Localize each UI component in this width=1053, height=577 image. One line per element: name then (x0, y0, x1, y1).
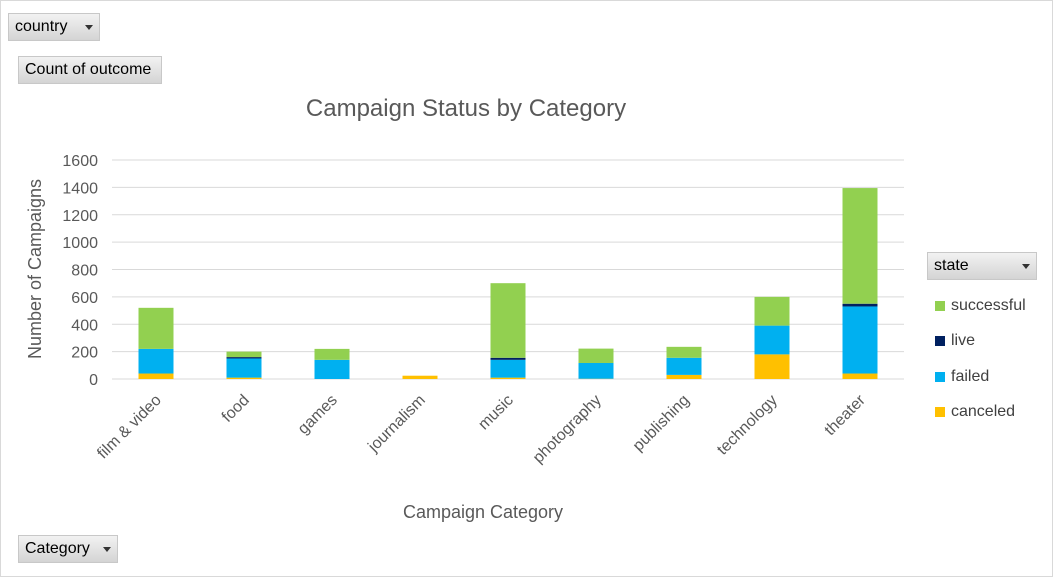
legend-label: failed (951, 367, 990, 385)
x-axis-ticks: film & video food games journalism music phot… (94, 391, 869, 466)
chart-title: Campaign Status by Category (306, 95, 626, 122)
bars (138, 188, 878, 379)
bar-segment-successful (226, 351, 262, 358)
legend-item-live: live (935, 324, 1026, 360)
y-tick-label: 1200 (62, 208, 98, 225)
legend-label: successful (951, 296, 1026, 314)
dropdown-arrow-icon (85, 24, 93, 30)
x-tick-label: technology (714, 392, 781, 459)
legend-swatch (935, 300, 945, 311)
legend-item-successful: successful (935, 288, 1026, 324)
bar-segment-canceled (754, 354, 790, 379)
bar-segment-live (842, 303, 878, 307)
state-filter-button[interactable]: state (927, 252, 1037, 280)
y-tick-label: 1600 (62, 153, 98, 170)
y-axis-label: Number of Campaigns (25, 179, 45, 359)
bar-segment-failed (226, 358, 262, 378)
x-tick-label: publishing (630, 392, 693, 455)
bar-segment-failed (666, 357, 702, 375)
legend-label: canceled (951, 403, 1016, 421)
country-filter-label: country (15, 18, 68, 35)
bar-segment-live (490, 357, 526, 360)
legend-swatch (935, 407, 945, 418)
x-tick-label: film & video (94, 392, 165, 463)
dropdown-arrow-icon (103, 546, 111, 552)
bar-segment-failed (138, 348, 174, 374)
y-tick-label: 0 (89, 372, 98, 389)
y-tick-label: 800 (71, 263, 98, 280)
legend-item-canceled: canceled (935, 395, 1026, 431)
bar-segment-canceled (226, 377, 262, 379)
x-tick-label: theater (822, 391, 870, 439)
bar-segment-successful (490, 283, 526, 358)
y-tick-label: 600 (71, 290, 98, 307)
legend-label: live (951, 332, 976, 350)
y-tick-label: 1000 (62, 235, 98, 252)
x-tick-label: music (475, 392, 517, 434)
category-filter-button[interactable]: Category (18, 535, 118, 563)
bar-segment-successful (666, 346, 702, 358)
y-tick-label: 400 (71, 317, 98, 334)
bar-segment-live (226, 357, 262, 359)
bar-segment-successful (138, 307, 174, 349)
bar-segment-successful (578, 348, 614, 363)
bar-segment-failed (314, 359, 350, 379)
legend-item-failed: failed (935, 359, 1026, 395)
y-axis-ticks: 0 200 400 600 800 1000 1200 1400 1600 (62, 153, 98, 389)
bar-segment-canceled (402, 375, 438, 379)
state-filter-label: state (934, 257, 969, 274)
legend-swatch (935, 336, 945, 347)
legend-swatch (935, 371, 945, 382)
x-tick-label: photography (530, 392, 605, 467)
country-filter-button[interactable]: country (8, 13, 100, 41)
dropdown-arrow-icon (1022, 263, 1030, 269)
y-tick-label: 1400 (62, 180, 98, 197)
value-field-button[interactable]: Count of outcome (18, 56, 162, 84)
x-axis-label: Campaign Category (403, 502, 563, 522)
bar-segment-failed (578, 362, 614, 379)
bar-segment-failed (754, 325, 790, 355)
bar-segment-canceled (138, 373, 174, 379)
legend: successful live failed canceled (935, 288, 1026, 430)
value-field-label: Count of outcome (25, 61, 152, 78)
category-filter-label: Category (25, 540, 90, 557)
bar-segment-failed (842, 306, 878, 374)
bar-segment-canceled (842, 373, 878, 379)
bar-segment-successful (842, 188, 878, 304)
bar-segment-successful (314, 348, 350, 360)
x-tick-label: food (219, 392, 253, 426)
bar-segment-canceled (666, 374, 702, 379)
bar-segment-failed (490, 359, 526, 378)
y-tick-label: 200 (71, 345, 98, 362)
x-tick-label: games (295, 392, 341, 438)
bar-segment-canceled (490, 377, 526, 379)
bar-segment-successful (754, 296, 790, 326)
x-tick-label: journalism (365, 392, 429, 456)
